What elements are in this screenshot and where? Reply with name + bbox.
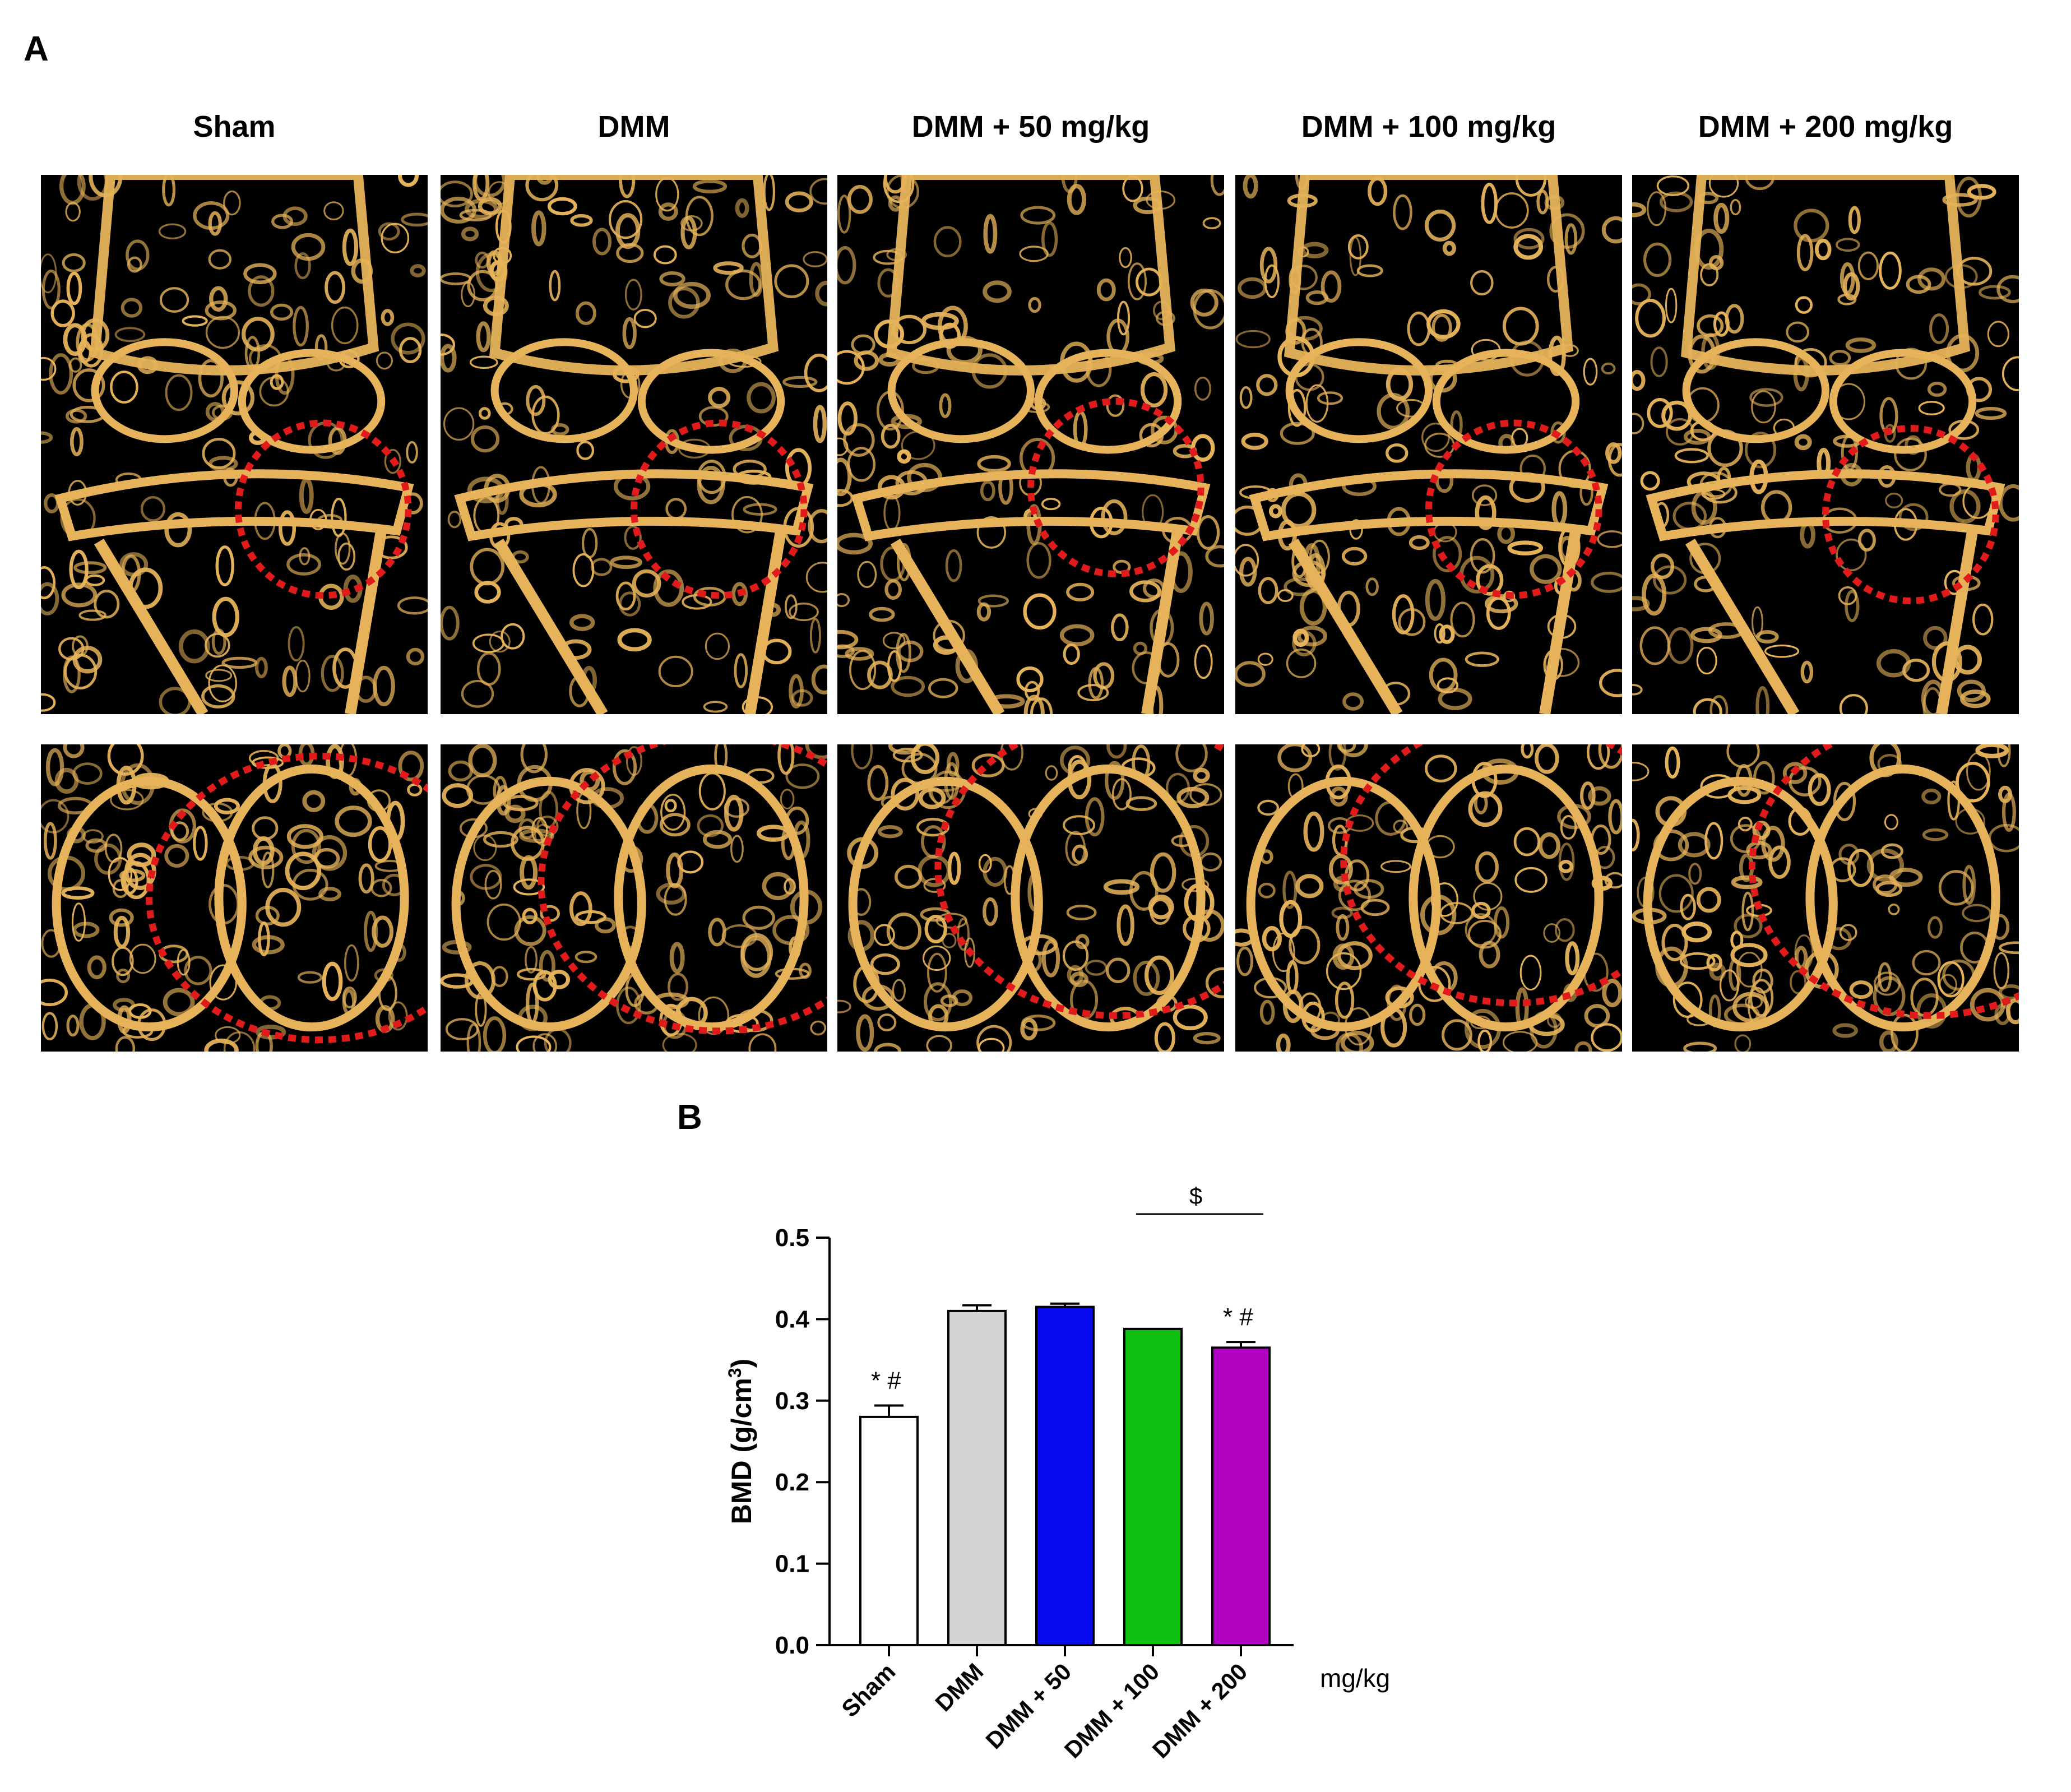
y-tick-label: 0.5 xyxy=(775,1224,809,1252)
bar xyxy=(1211,1346,1271,1647)
y-tick-label: 0.3 xyxy=(775,1387,809,1415)
x-tick-label: DMM + 200 xyxy=(1147,1658,1253,1763)
highlight-region-circle xyxy=(234,419,412,599)
microct-axial-dmm xyxy=(441,744,827,1052)
y-axis-label: BMD (g/cm3) xyxy=(725,1359,757,1525)
highlight-region-circle xyxy=(146,752,428,1044)
highlight-region-circle xyxy=(1425,419,1602,599)
x-unit-label: mg/kg xyxy=(1320,1664,1390,1693)
panel-b-letter: B xyxy=(677,1098,702,1137)
microct-coronal-dmm xyxy=(441,175,827,714)
bone-scan-graphic xyxy=(837,175,1224,714)
highlight-region-circle xyxy=(538,744,827,1035)
bar xyxy=(859,1415,919,1646)
x-tick-label: DMM xyxy=(930,1658,988,1716)
microct-axial-sham xyxy=(41,744,428,1052)
column-label-sham: Sham xyxy=(193,110,276,143)
bone-scan-graphic xyxy=(837,744,1224,1052)
x-tick-label: Sham xyxy=(836,1658,900,1722)
highlight-region-circle xyxy=(631,419,808,599)
y-tick-label: 0.2 xyxy=(775,1469,809,1496)
significance-marker-dmm200: * # xyxy=(1223,1303,1253,1331)
microct-axial-dmm-50 xyxy=(837,744,1224,1052)
microct-coronal-sham xyxy=(41,175,428,714)
significance-marker-sham: * # xyxy=(871,1367,901,1395)
microct-coronal-dmm-100 xyxy=(1235,175,1622,714)
bone-scan-graphic xyxy=(1235,744,1622,1052)
bar xyxy=(947,1309,1007,1646)
microct-coronal-dmm-200 xyxy=(1632,175,2019,714)
column-label-dmm-100: DMM + 100 mg/kg xyxy=(1301,110,1556,143)
y-tick-label: 0.4 xyxy=(775,1305,810,1333)
panel-a-letter: A xyxy=(24,30,49,68)
microct-coronal-dmm-50 xyxy=(837,175,1224,714)
bone-scan-graphic xyxy=(41,744,428,1052)
bone-scan-graphic xyxy=(441,175,827,714)
bone-scan-graphic xyxy=(441,744,827,1052)
bone-scan-graphic xyxy=(1235,175,1622,714)
bone-scan-graphic xyxy=(41,175,428,714)
highlight-region-circle xyxy=(934,744,1224,1019)
column-label-dmm-50: DMM + 50 mg/kg xyxy=(911,110,1150,143)
highlight-region-circle xyxy=(1822,425,1999,604)
y-tick-label: 0.0 xyxy=(775,1632,809,1659)
x-tick-label: DMM + 50 xyxy=(980,1658,1076,1754)
microct-axial-dmm-100 xyxy=(1235,744,1622,1052)
highlight-region-circle xyxy=(1340,744,1622,1007)
x-tick-label: DMM + 100 xyxy=(1059,1658,1165,1763)
bone-scan-graphic xyxy=(1632,744,2019,1052)
microct-axial-dmm-200 xyxy=(1632,744,2019,1052)
column-label-dmm: DMM xyxy=(597,110,670,143)
bone-scan-graphic xyxy=(1632,175,2019,714)
bar xyxy=(1123,1327,1183,1646)
column-label-dmm-200: DMM + 200 mg/kg xyxy=(1698,110,1953,143)
y-tick-label: 0.1 xyxy=(775,1550,809,1578)
highlight-region-circle xyxy=(1027,398,1204,577)
highlight-region-circle xyxy=(1748,744,2019,1019)
bar xyxy=(1035,1305,1095,1646)
significance-bracket-label: $ xyxy=(1189,1183,1202,1209)
